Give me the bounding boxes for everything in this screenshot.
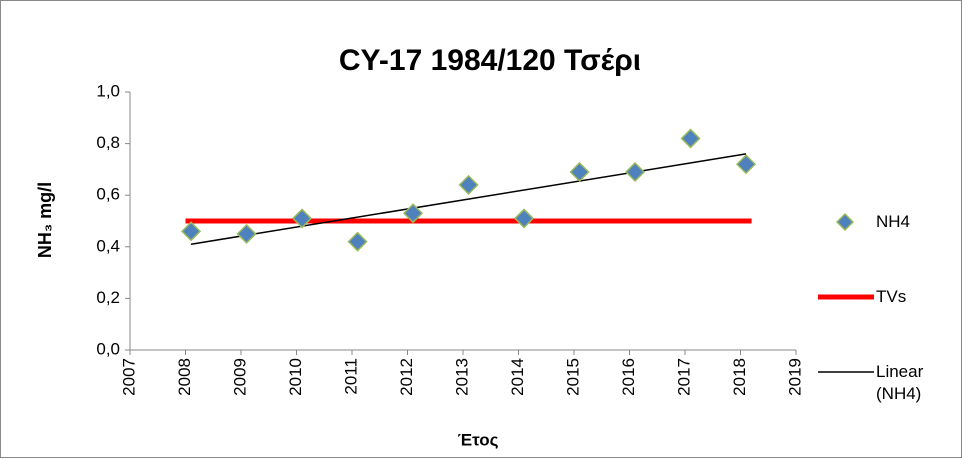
y-tick-label: 0,8 xyxy=(96,133,120,152)
y-axis-label: NH₃ mg/l xyxy=(35,182,55,258)
legend-marker xyxy=(835,212,855,232)
x-tick-label: 2007 xyxy=(119,358,138,396)
legend-label: TVs xyxy=(876,287,907,306)
data-point xyxy=(347,231,368,252)
series-line xyxy=(190,153,747,245)
x-tick-label: 2016 xyxy=(619,358,638,396)
legend-label: NH4 xyxy=(876,212,911,231)
data-point xyxy=(513,208,535,229)
data-point xyxy=(402,203,424,224)
y-tick-label: 1,0 xyxy=(96,81,120,100)
x-tick-label: 2013 xyxy=(452,358,471,396)
chart-title: CY-17 1984/120 Τσέρι xyxy=(339,44,641,77)
x-tick-label: 2008 xyxy=(175,358,194,396)
data-point xyxy=(624,161,646,183)
y-tick-label: 0,0 xyxy=(96,339,120,358)
x-tick-label: 2015 xyxy=(563,358,582,396)
x-tick-label: 2010 xyxy=(286,358,305,396)
data-point xyxy=(569,161,590,183)
x-tick-label: 2017 xyxy=(674,358,693,396)
x-tick-label: 2014 xyxy=(508,358,527,396)
y-tick-label: 0,6 xyxy=(96,185,120,204)
x-tick-label: 2019 xyxy=(785,358,804,396)
x-tick-label: 2009 xyxy=(230,358,249,396)
y-tick-label: 0,2 xyxy=(96,288,120,307)
legend-label: Linear (NH4) xyxy=(876,362,924,403)
x-tick-label: 2018 xyxy=(730,358,749,396)
data-point xyxy=(236,223,257,244)
x-tick-label: 2011 xyxy=(341,358,360,395)
data-point xyxy=(458,174,479,195)
data-point xyxy=(180,221,202,242)
y-tick-label: 0,4 xyxy=(96,236,120,255)
data-point xyxy=(680,128,701,149)
x-axis-label: Έτος xyxy=(458,430,499,449)
x-tick-label: 2012 xyxy=(397,358,416,396)
data-point xyxy=(735,154,757,175)
data-point xyxy=(291,208,313,229)
